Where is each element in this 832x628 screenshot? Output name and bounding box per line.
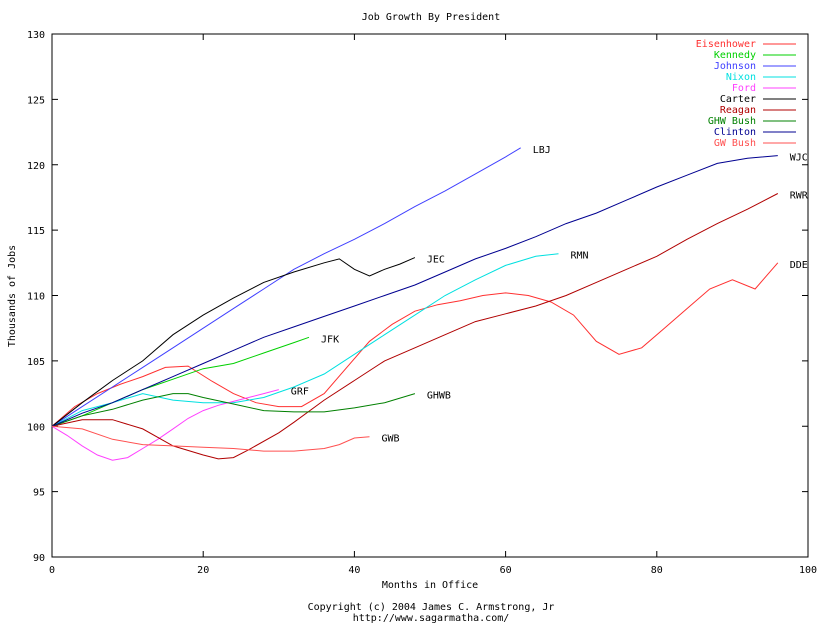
series-lines <box>51 147 779 461</box>
legend-label-ford: Ford <box>732 83 756 94</box>
series-line-gw-bush <box>51 425 370 452</box>
legend-label-ghw-bush: GHW Bush <box>708 116 756 127</box>
series-line-kennedy <box>51 336 310 427</box>
chart-title: Job Growth By President <box>362 12 500 23</box>
series-end-label-carter: JEC <box>427 255 445 266</box>
y-tick-label: 105 <box>27 357 45 368</box>
series-line-carter <box>51 257 416 427</box>
series-end-label-ford: GRF <box>291 387 309 398</box>
series-end-label-eisenhower: DDE <box>790 260 808 271</box>
footer-copyright: Copyright (c) 2004 James C. Armstrong, J… <box>308 602 555 613</box>
legend-label-eisenhower: Eisenhower <box>696 39 756 50</box>
plot-frame <box>51 33 809 558</box>
series-end-label-ghw-bush: GHWB <box>427 391 451 402</box>
series-line-ghw-bush <box>51 393 416 427</box>
series-line-eisenhower <box>51 262 779 427</box>
legend: EisenhowerKennedyJohnsonNixonFordCarterR… <box>696 39 796 149</box>
axis-ticks: 0 20 40 60 80 100 90 95 100 105 110 115 120 125 130 <box>27 30 817 576</box>
x-tick-label: 0 <box>49 565 55 576</box>
x-tick-label: 40 <box>348 565 360 576</box>
y-tick-label: 100 <box>27 422 45 433</box>
y-tick-label: 110 <box>27 292 45 303</box>
legend-label-gw-bush: GW Bush <box>714 138 756 149</box>
series-line-nixon <box>51 253 559 427</box>
legend-label-reagan: Reagan <box>720 105 756 116</box>
y-tick-label: 130 <box>27 30 45 41</box>
series-end-label-kennedy: JFK <box>321 334 339 345</box>
series-end-label-gw-bush: GWB <box>382 434 400 445</box>
legend-label-johnson: Johnson <box>714 61 756 72</box>
series-end-labels: DDE JFK LBJ RMN GRF JEC RWR GHWB WJC GWB <box>291 145 809 445</box>
series-line-johnson <box>51 147 521 427</box>
series-line-reagan <box>51 193 779 460</box>
series-end-label-johnson: LBJ <box>533 145 551 156</box>
legend-label-kennedy: Kennedy <box>714 50 756 61</box>
x-tick-label: 60 <box>500 565 512 576</box>
y-tick-label: 90 <box>33 553 45 564</box>
series-line-clinton <box>51 155 778 427</box>
y-tick-label: 120 <box>27 161 45 172</box>
x-tick-label: 100 <box>799 565 817 576</box>
series-end-label-reagan: RWR <box>790 191 809 202</box>
legend-label-carter: Carter <box>720 94 756 105</box>
series-end-label-nixon: RMN <box>571 251 589 262</box>
y-tick-label: 115 <box>27 226 45 237</box>
x-axis-label: Months in Office <box>382 580 478 591</box>
y-tick-label: 95 <box>33 488 45 499</box>
legend-label-clinton: Clinton <box>714 127 756 138</box>
x-tick-label: 20 <box>197 565 209 576</box>
x-tick-label: 80 <box>651 565 663 576</box>
y-axis-label: Thousands of Jobs <box>7 245 18 347</box>
legend-label-nixon: Nixon <box>726 72 756 83</box>
series-end-label-clinton: WJC <box>790 153 808 164</box>
series-line-ford <box>51 389 279 461</box>
y-tick-label: 125 <box>27 95 45 106</box>
footer-url: http://www.sagarmatha.com/ <box>353 613 510 624</box>
